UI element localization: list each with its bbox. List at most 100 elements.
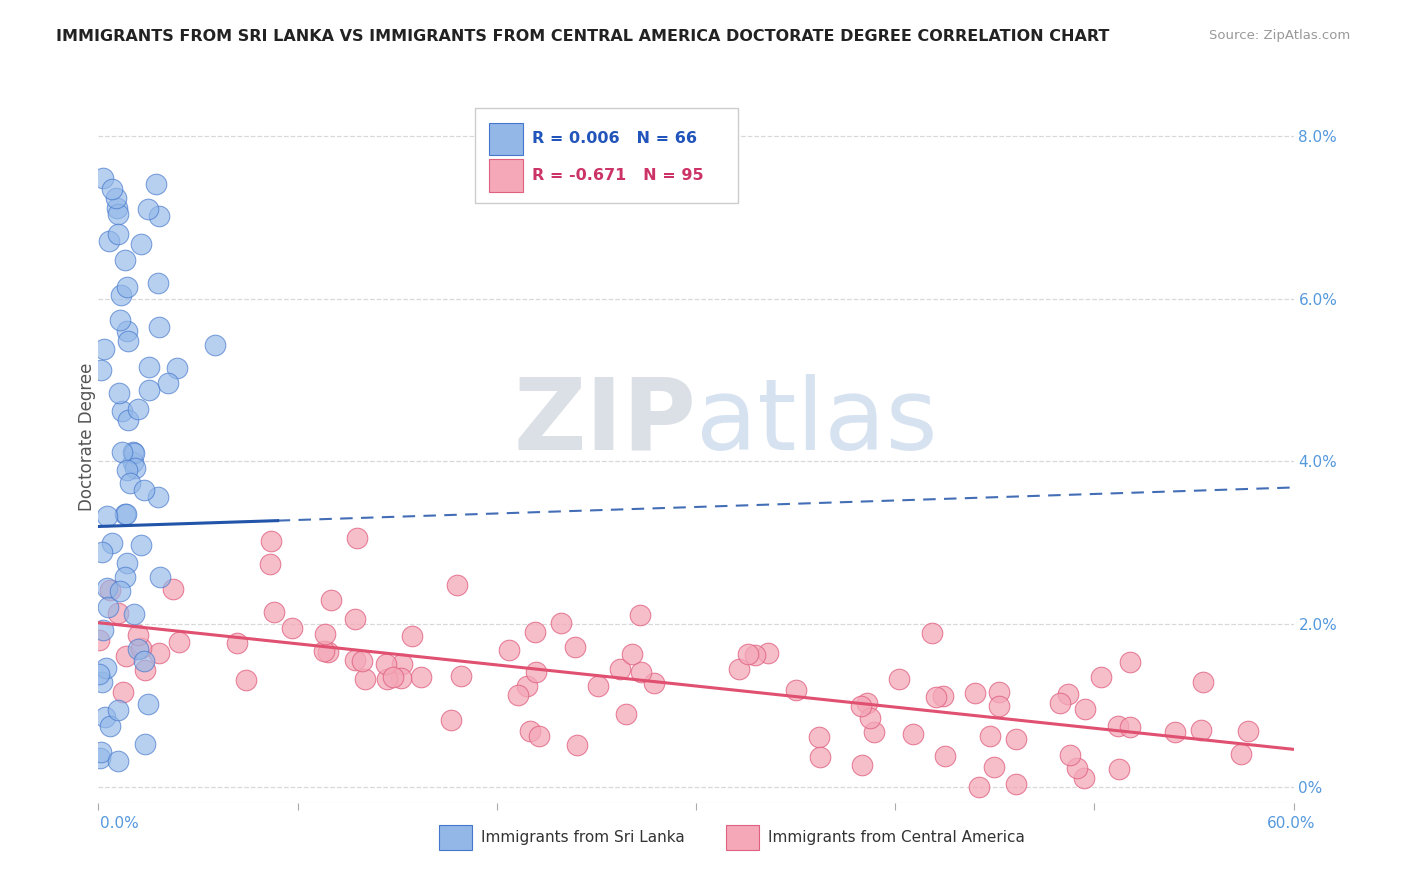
Point [107, 207, 129, 221]
Point [1066, 761, 1088, 775]
Point [226, 636, 249, 650]
Point [516, 679, 538, 693]
Point [148, 209, 170, 223]
Y-axis label: Doctorate Degree: Doctorate Degree [79, 363, 96, 511]
Point [129, 538, 152, 552]
Point [630, 665, 652, 679]
Point [132, 654, 155, 668]
Point [343, 653, 366, 667]
Point [107, 227, 129, 242]
Point [98, 234, 121, 248]
Point [921, 625, 943, 640]
Point [96, 599, 118, 614]
Point [1191, 674, 1213, 689]
FancyBboxPatch shape [725, 825, 759, 850]
Text: R = 0.006   N = 66: R = 0.006 N = 66 [533, 131, 697, 146]
Point [925, 690, 948, 704]
Text: R = -0.671   N = 95: R = -0.671 N = 95 [533, 168, 704, 183]
Point [111, 404, 134, 418]
Point [440, 713, 463, 727]
Point [138, 697, 160, 711]
Point [146, 276, 169, 290]
Point [621, 648, 644, 662]
Point [138, 360, 160, 375]
Point [96, 582, 118, 596]
Point [932, 689, 955, 703]
Point [967, 780, 990, 794]
Point [148, 320, 170, 334]
Point [93, 342, 115, 356]
Point [450, 669, 472, 683]
Point [979, 729, 1001, 743]
Point [737, 647, 759, 661]
Point [314, 627, 336, 641]
Point [162, 582, 184, 596]
Point [114, 649, 136, 664]
Point [105, 201, 128, 215]
Point [529, 730, 551, 744]
FancyBboxPatch shape [489, 159, 523, 192]
Point [121, 455, 143, 469]
Point [91, 624, 114, 638]
Point [115, 556, 138, 570]
Point [963, 686, 986, 700]
Point [87, 633, 110, 648]
Point [316, 645, 339, 659]
Point [863, 725, 886, 739]
Point [312, 644, 335, 658]
Point [107, 703, 129, 717]
Point [235, 673, 257, 687]
Point [98, 719, 121, 733]
Point [94, 661, 117, 675]
Point [849, 699, 872, 714]
Point [903, 727, 925, 741]
Point [785, 682, 807, 697]
Point [609, 662, 631, 676]
Text: ZIP: ZIP [513, 374, 696, 471]
Point [1118, 720, 1140, 734]
Text: IMMIGRANTS FROM SRI LANKA VS IMMIGRANTS FROM CENTRAL AMERICA DOCTORATE DEGREE CO: IMMIGRANTS FROM SRI LANKA VS IMMIGRANTS … [56, 29, 1109, 44]
Point [127, 628, 149, 642]
Text: Immigrants from Sri Lanka: Immigrants from Sri Lanka [481, 830, 685, 845]
Point [1230, 747, 1253, 761]
Point [389, 671, 412, 685]
Point [382, 670, 405, 684]
Point [565, 738, 588, 752]
Point [149, 570, 172, 584]
Point [131, 236, 153, 251]
Point [90, 363, 112, 377]
Point [260, 534, 283, 549]
Point [98, 582, 121, 597]
Point [1108, 762, 1130, 776]
Point [148, 490, 170, 504]
Point [988, 685, 1011, 699]
Point [446, 578, 468, 592]
Point [127, 401, 149, 416]
Point [343, 612, 366, 626]
Point [259, 557, 281, 571]
Point [1049, 697, 1071, 711]
Point [1073, 771, 1095, 785]
Point [117, 413, 139, 427]
Point [983, 760, 1005, 774]
Point [96, 509, 118, 524]
Point [808, 750, 831, 764]
Point [586, 679, 609, 693]
Point [1059, 748, 1081, 763]
Point [524, 665, 547, 679]
Point [550, 616, 572, 631]
Point [628, 608, 651, 623]
Point [124, 461, 146, 475]
Point [115, 280, 138, 294]
Point [167, 635, 190, 649]
Point [112, 685, 135, 699]
Point [1164, 725, 1187, 739]
Point [1237, 724, 1260, 739]
Point [131, 640, 153, 655]
Text: Immigrants from Central America: Immigrants from Central America [768, 830, 1025, 845]
Point [110, 288, 132, 302]
FancyBboxPatch shape [475, 108, 738, 203]
Point [1189, 723, 1212, 737]
Point [117, 324, 139, 338]
Point [105, 191, 128, 205]
